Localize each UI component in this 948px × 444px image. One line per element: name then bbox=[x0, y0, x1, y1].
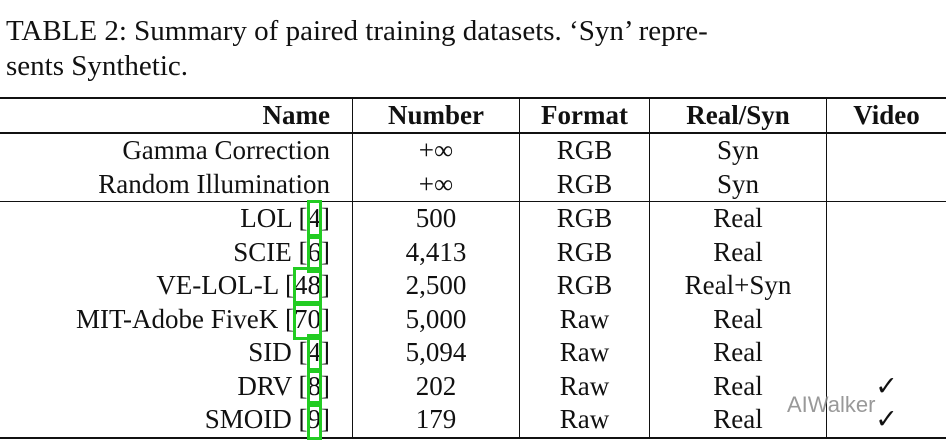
real-syn-cell: Real bbox=[649, 369, 827, 403]
video-cell bbox=[826, 167, 946, 202]
video-cell bbox=[826, 302, 946, 336]
name-cell: LOL [4] bbox=[0, 201, 353, 236]
dataset-name: VE-LOL-L bbox=[156, 270, 286, 301]
real-syn-cell: Syn bbox=[649, 133, 827, 168]
real-syn-cell: Real bbox=[649, 403, 827, 438]
format-cell: RGB bbox=[519, 133, 650, 168]
dataset-name: DRV bbox=[237, 370, 299, 401]
format-cell: Raw bbox=[519, 369, 650, 403]
name-cell: VE-LOL-L [48] bbox=[0, 269, 353, 303]
name-cell: Gamma Correction bbox=[0, 133, 353, 168]
format-cell: Raw bbox=[519, 302, 650, 336]
video-cell bbox=[826, 133, 946, 168]
dataset-name: Random Illumination bbox=[98, 168, 330, 199]
name-cell: DRV [8] bbox=[0, 370, 353, 404]
header-row: Name Number Format Real/Syn Video bbox=[0, 98, 946, 134]
dataset-name: SMOID bbox=[204, 404, 299, 435]
table-row: LOL [4] 500 RGB Real bbox=[0, 201, 946, 236]
real-syn-cell: Real bbox=[649, 201, 827, 236]
format-cell: Raw bbox=[519, 336, 650, 370]
number-cell: +∞ bbox=[352, 133, 520, 168]
citation: [48] bbox=[285, 270, 330, 301]
name-cell: MIT-Adobe FiveK [70] bbox=[0, 303, 353, 337]
dataset-name: MIT-Adobe FiveK bbox=[76, 303, 286, 334]
citation: [8] bbox=[298, 370, 330, 401]
citation: [70] bbox=[285, 303, 330, 334]
number-cell: 4,413 bbox=[352, 235, 520, 269]
name-cell: Random Illumination bbox=[0, 168, 353, 202]
real-syn-cell: Real bbox=[649, 235, 827, 269]
format-cell: RGB bbox=[519, 201, 650, 236]
format-cell: RGB bbox=[519, 269, 650, 303]
name-cell: SCIE [6] bbox=[0, 236, 353, 270]
number-cell: 202 bbox=[352, 369, 520, 403]
table-row: SID [4] 5,094 Raw Real bbox=[0, 336, 946, 370]
format-cell: RGB bbox=[519, 167, 650, 202]
dataset-name: Gamma Correction bbox=[122, 135, 330, 166]
table: Name Number Format Real/Syn Video Gamma Corr… bbox=[0, 97, 946, 439]
table-row: DRV [8] 202 Raw Real ✓ bbox=[0, 369, 946, 404]
video-cell bbox=[826, 336, 946, 370]
caption-line: sents Synthetic. bbox=[6, 50, 189, 82]
real-syn-cell: Syn bbox=[649, 167, 827, 202]
number-cell: 5,000 bbox=[352, 302, 520, 336]
number-cell: +∞ bbox=[352, 167, 520, 202]
number-cell: 5,094 bbox=[352, 336, 520, 370]
header-cell: Number bbox=[352, 98, 520, 134]
real-syn-cell: Real bbox=[649, 302, 827, 336]
header-cell: Name bbox=[0, 98, 353, 134]
watermark: AIWalker bbox=[787, 392, 876, 417]
table-row: VE-LOL-L [48] 2,500 RGB Real+Syn bbox=[0, 269, 946, 303]
video-cell: ✓ bbox=[826, 369, 946, 403]
dataset-name: LOL bbox=[240, 203, 299, 234]
video-cell bbox=[826, 269, 946, 303]
number-cell: 2,500 bbox=[352, 269, 520, 303]
caption-line: TABLE 2: Summary of paired training data… bbox=[6, 15, 708, 47]
header-cell: Format bbox=[519, 98, 650, 134]
table-body: Gamma Correction +∞ RGB Syn Random Illuminat… bbox=[0, 133, 946, 438]
name-cell: SMOID [9] bbox=[0, 403, 353, 438]
real-syn-cell: Real bbox=[649, 336, 827, 370]
table-row: Gamma Correction +∞ RGB Syn bbox=[0, 133, 946, 168]
video-cell: ✓ bbox=[826, 403, 946, 438]
citation: [9] bbox=[298, 404, 330, 435]
dataset-name: SID bbox=[248, 337, 299, 368]
name-cell: SID [4] bbox=[0, 336, 353, 370]
citation: [4] bbox=[298, 337, 330, 368]
format-cell: RGB bbox=[519, 235, 650, 269]
header-cell: Real/Syn bbox=[649, 98, 827, 134]
number-cell: 179 bbox=[352, 403, 520, 438]
format-cell: Raw bbox=[519, 403, 650, 438]
table-row: SCIE [6] 4,413 RGB Real bbox=[0, 235, 946, 270]
video-cell bbox=[826, 235, 946, 269]
number-cell: 500 bbox=[352, 201, 520, 236]
table-row: Random Illumination +∞ RGB Syn bbox=[0, 167, 946, 202]
header-cell: Video bbox=[826, 98, 946, 134]
citation: [4] bbox=[298, 203, 330, 234]
real-syn-cell: Real+Syn bbox=[649, 269, 827, 303]
table-row: SMOID [9] 179 Raw Real ✓ bbox=[0, 403, 946, 438]
dataset-name: SCIE bbox=[233, 236, 299, 267]
video-cell bbox=[826, 201, 946, 236]
citation: [6] bbox=[298, 236, 330, 267]
table-row: MIT-Adobe FiveK [70] 5,000 Raw Real bbox=[0, 302, 946, 337]
